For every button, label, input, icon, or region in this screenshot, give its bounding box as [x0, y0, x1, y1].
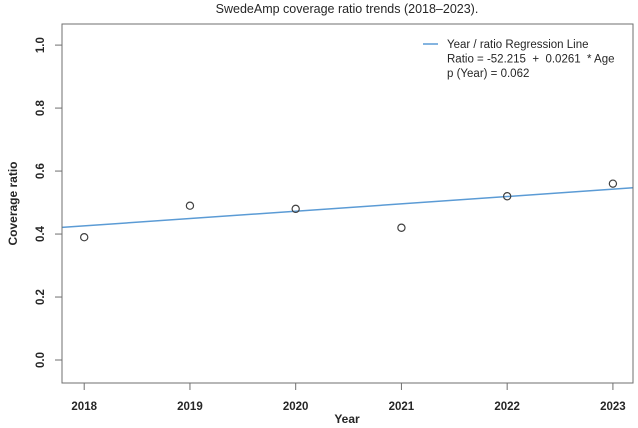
legend-pvalue: p (Year) = 0.062 [447, 68, 529, 80]
x-tick-label: 2023 [600, 401, 626, 413]
y-tick-label: 0.0 [35, 352, 47, 368]
data-point [185, 201, 195, 210]
x-tick-label: 2018 [71, 401, 97, 413]
data-point [291, 204, 300, 214]
legend-series-label: Year / ratio Regression Line [447, 39, 589, 51]
x-tick-label: 2019 [177, 401, 203, 413]
plot-box [61, 23, 634, 384]
regression-line [61, 187, 634, 229]
data-point [502, 192, 512, 201]
y-tick-label: 0.8 [35, 99, 47, 116]
x-tick-label: 2022 [494, 401, 520, 413]
plot-area: 2018 2019 2020 2021 2022 2023 0.0 0.2 0.4 0.6 0.8 1… [35, 23, 634, 413]
x-axis-title: Year [334, 412, 360, 426]
y-tick-label: 0.2 [35, 289, 47, 305]
data-point [608, 179, 618, 188]
data-point [397, 223, 406, 232]
y-tick-label: 0.4 [35, 225, 47, 242]
y-axis-title: Coverage ratio [6, 161, 20, 245]
x-tick-label: 2020 [283, 401, 309, 413]
y-tick-label: 1.0 [35, 37, 47, 53]
legend: Year / ratio Regression Line Ratio = -52… [423, 39, 615, 80]
y-tick-label: 0.6 [35, 163, 47, 179]
chart-title: SwedeAmp coverage ratio trends (2018–202… [216, 2, 479, 16]
data-point [80, 232, 89, 242]
legend-equation: Ratio = -52.215 + 0.0261 * Age [447, 54, 615, 66]
x-tick-label: 2021 [389, 401, 415, 413]
